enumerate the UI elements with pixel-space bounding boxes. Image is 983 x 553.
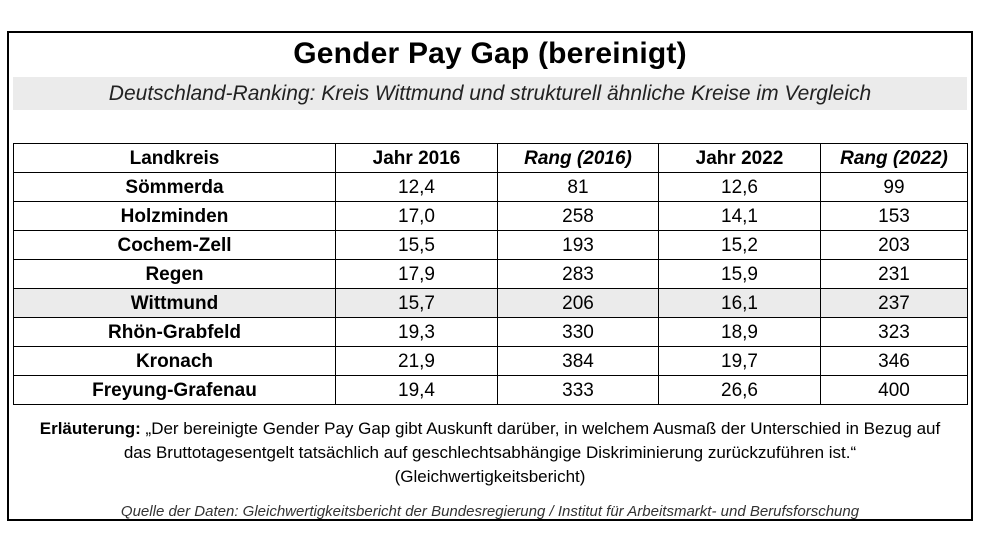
cell-rang-2022: 231 [820,259,968,289]
cell-jahr-2016: 19,4 [335,375,498,405]
explanation-text-1: „Der bereinigte Gender Pay Gap gibt Ausk… [145,419,941,438]
header-jahr-2022: Jahr 2022 [658,143,821,173]
cell-jahr-2022: 15,2 [658,230,821,260]
cell-rang-2022: 237 [820,288,968,318]
cell-rang-2022: 153 [820,201,968,231]
table-row: Kronach 21,9 384 19,7 346 [13,346,968,376]
explanation-line-1: Erläuterung: „Der bereinigte Gender Pay … [19,417,961,441]
cell-rang-2022: 346 [820,346,968,376]
cell-rang-2016: 283 [497,259,659,289]
table-frame: Gender Pay Gap (bereinigt) Deutschland-R… [7,31,973,521]
page-title: Gender Pay Gap (bereinigt) [293,37,687,70]
explanation-note: Erläuterung: „Der bereinigte Gender Pay … [19,417,961,489]
table-row: Rhön-Grabfeld 19,3 330 18,9 323 [13,317,968,347]
cell-jahr-2022: 19,7 [658,346,821,376]
table-row: Sömmerda 12,4 81 12,6 99 [13,172,968,202]
cell-landkreis: Regen [13,259,336,289]
cell-rang-2016: 384 [497,346,659,376]
cell-jahr-2022: 26,6 [658,375,821,405]
cell-rang-2016: 330 [497,317,659,347]
cell-rang-2016: 206 [497,288,659,318]
table-row: Freyung-Grafenau 19,4 333 26,6 400 [13,375,968,405]
cell-rang-2022: 99 [820,172,968,202]
header-row: Landkreis Jahr 2016 Rang (2016) Jahr 202… [13,143,968,173]
explanation-text-3: (Gleichwertigkeitsbericht) [394,467,586,486]
header-rang-2016: Rang (2016) [497,143,659,173]
cell-rang-2022: 323 [820,317,968,347]
cell-rang-2016: 333 [497,375,659,405]
explanation-text-2: das Bruttotagesentgelt tatsächlich auf g… [123,443,857,462]
data-source: Quelle der Daten: Gleichwertigkeitsberic… [120,503,860,520]
cell-jahr-2016: 21,9 [335,346,498,376]
cell-landkreis: Rhön-Grabfeld [13,317,336,347]
subtitle: Deutschland-Ranking: Kreis Wittmund und … [13,77,967,110]
table-row: Regen 17,9 283 15,9 231 [13,259,968,289]
cell-jahr-2022: 15,9 [658,259,821,289]
cell-jahr-2022: 12,6 [658,172,821,202]
cell-landkreis: Holzminden [13,201,336,231]
cell-jahr-2022: 16,1 [658,288,821,318]
table-row: Wittmund 15,7 206 16,1 237 [13,288,968,318]
cell-jahr-2016: 19,3 [335,317,498,347]
cell-landkreis: Freyung-Grafenau [13,375,336,405]
explanation-label: Erläuterung: [39,419,141,438]
cell-jahr-2016: 12,4 [335,172,498,202]
header-jahr-2016: Jahr 2016 [335,143,498,173]
table-row: Holzminden 17,0 258 14,1 153 [13,201,968,231]
cell-jahr-2022: 14,1 [658,201,821,231]
cell-rang-2016: 193 [497,230,659,260]
cell-jahr-2022: 18,9 [658,317,821,347]
cell-landkreis: Kronach [13,346,336,376]
cell-rang-2022: 203 [820,230,968,260]
cell-rang-2022: 400 [820,375,968,405]
cell-rang-2016: 258 [497,201,659,231]
cell-landkreis: Cochem-Zell [13,230,336,260]
cell-landkreis: Wittmund [13,288,336,318]
cell-jahr-2016: 15,5 [335,230,498,260]
ranking-table: Landkreis Jahr 2016 Rang (2016) Jahr 202… [13,143,968,405]
header-landkreis: Landkreis [13,143,336,173]
header-rang-2022: Rang (2022) [820,143,968,173]
cell-jahr-2016: 15,7 [335,288,498,318]
cell-rang-2016: 81 [497,172,659,202]
table-row: Cochem-Zell 15,5 193 15,2 203 [13,230,968,260]
cell-landkreis: Sömmerda [13,172,336,202]
cell-jahr-2016: 17,0 [335,201,498,231]
cell-jahr-2016: 17,9 [335,259,498,289]
